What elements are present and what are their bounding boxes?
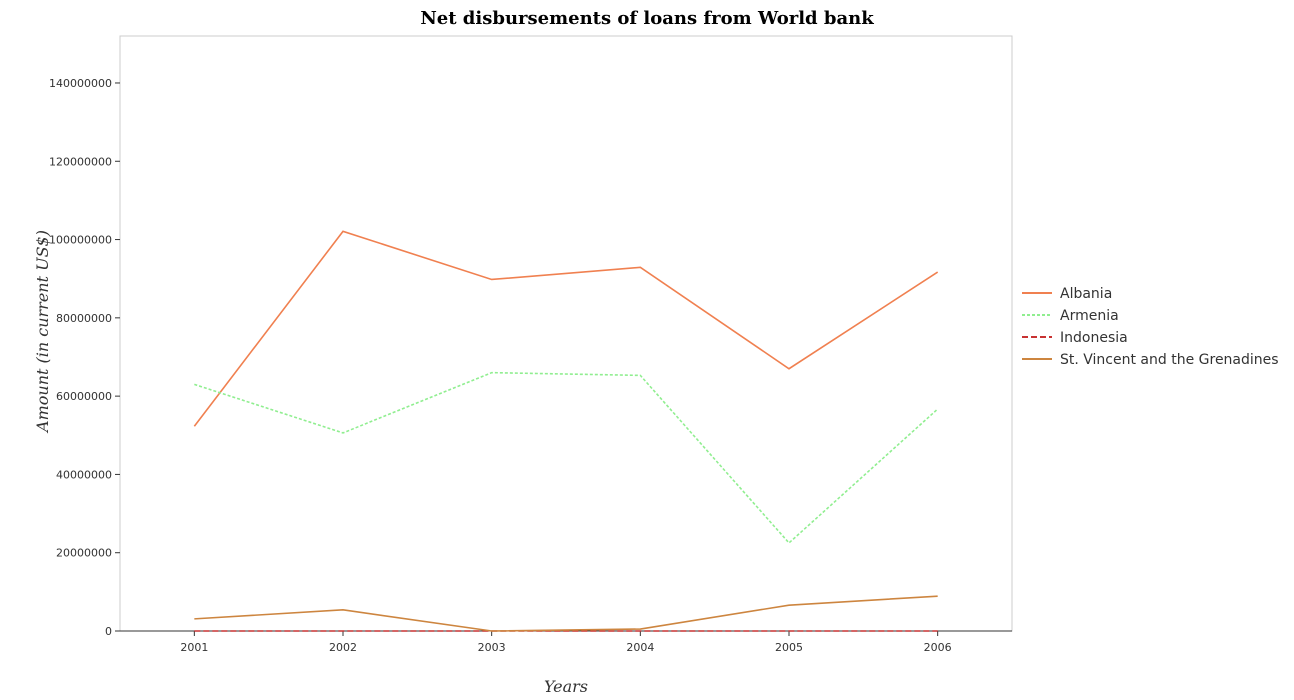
- y-tick-label: 0: [105, 625, 112, 638]
- legend-label: Armenia: [1060, 308, 1119, 324]
- y-tick-label: 140000000: [49, 77, 112, 90]
- x-tick-label: 2004: [626, 641, 654, 654]
- x-tick-label: 2001: [180, 641, 208, 654]
- y-tick-label: 80000000: [56, 312, 112, 325]
- y-tick-label: 40000000: [56, 468, 112, 481]
- y-tick-label: 100000000: [49, 234, 112, 247]
- y-tick-label: 20000000: [56, 547, 112, 560]
- x-tick-label: 2003: [478, 641, 506, 654]
- y-tick-label: 120000000: [49, 155, 112, 168]
- x-axis-label: Years: [544, 677, 588, 696]
- plot-area: [120, 36, 1012, 631]
- y-tick-label: 60000000: [56, 390, 112, 403]
- x-tick-label: 2006: [924, 641, 952, 654]
- legend-label: St. Vincent and the Grenadines: [1060, 352, 1279, 368]
- legend-label: Indonesia: [1060, 330, 1128, 346]
- legend-label: Albania: [1060, 286, 1112, 302]
- legend: Albania Armenia Indonesia St. Vincent and t…: [1022, 286, 1279, 368]
- x-tick-label: 2005: [775, 641, 803, 654]
- x-tick-label: 2002: [329, 641, 357, 654]
- y-axis-label: Amount (in current US$): [33, 230, 52, 434]
